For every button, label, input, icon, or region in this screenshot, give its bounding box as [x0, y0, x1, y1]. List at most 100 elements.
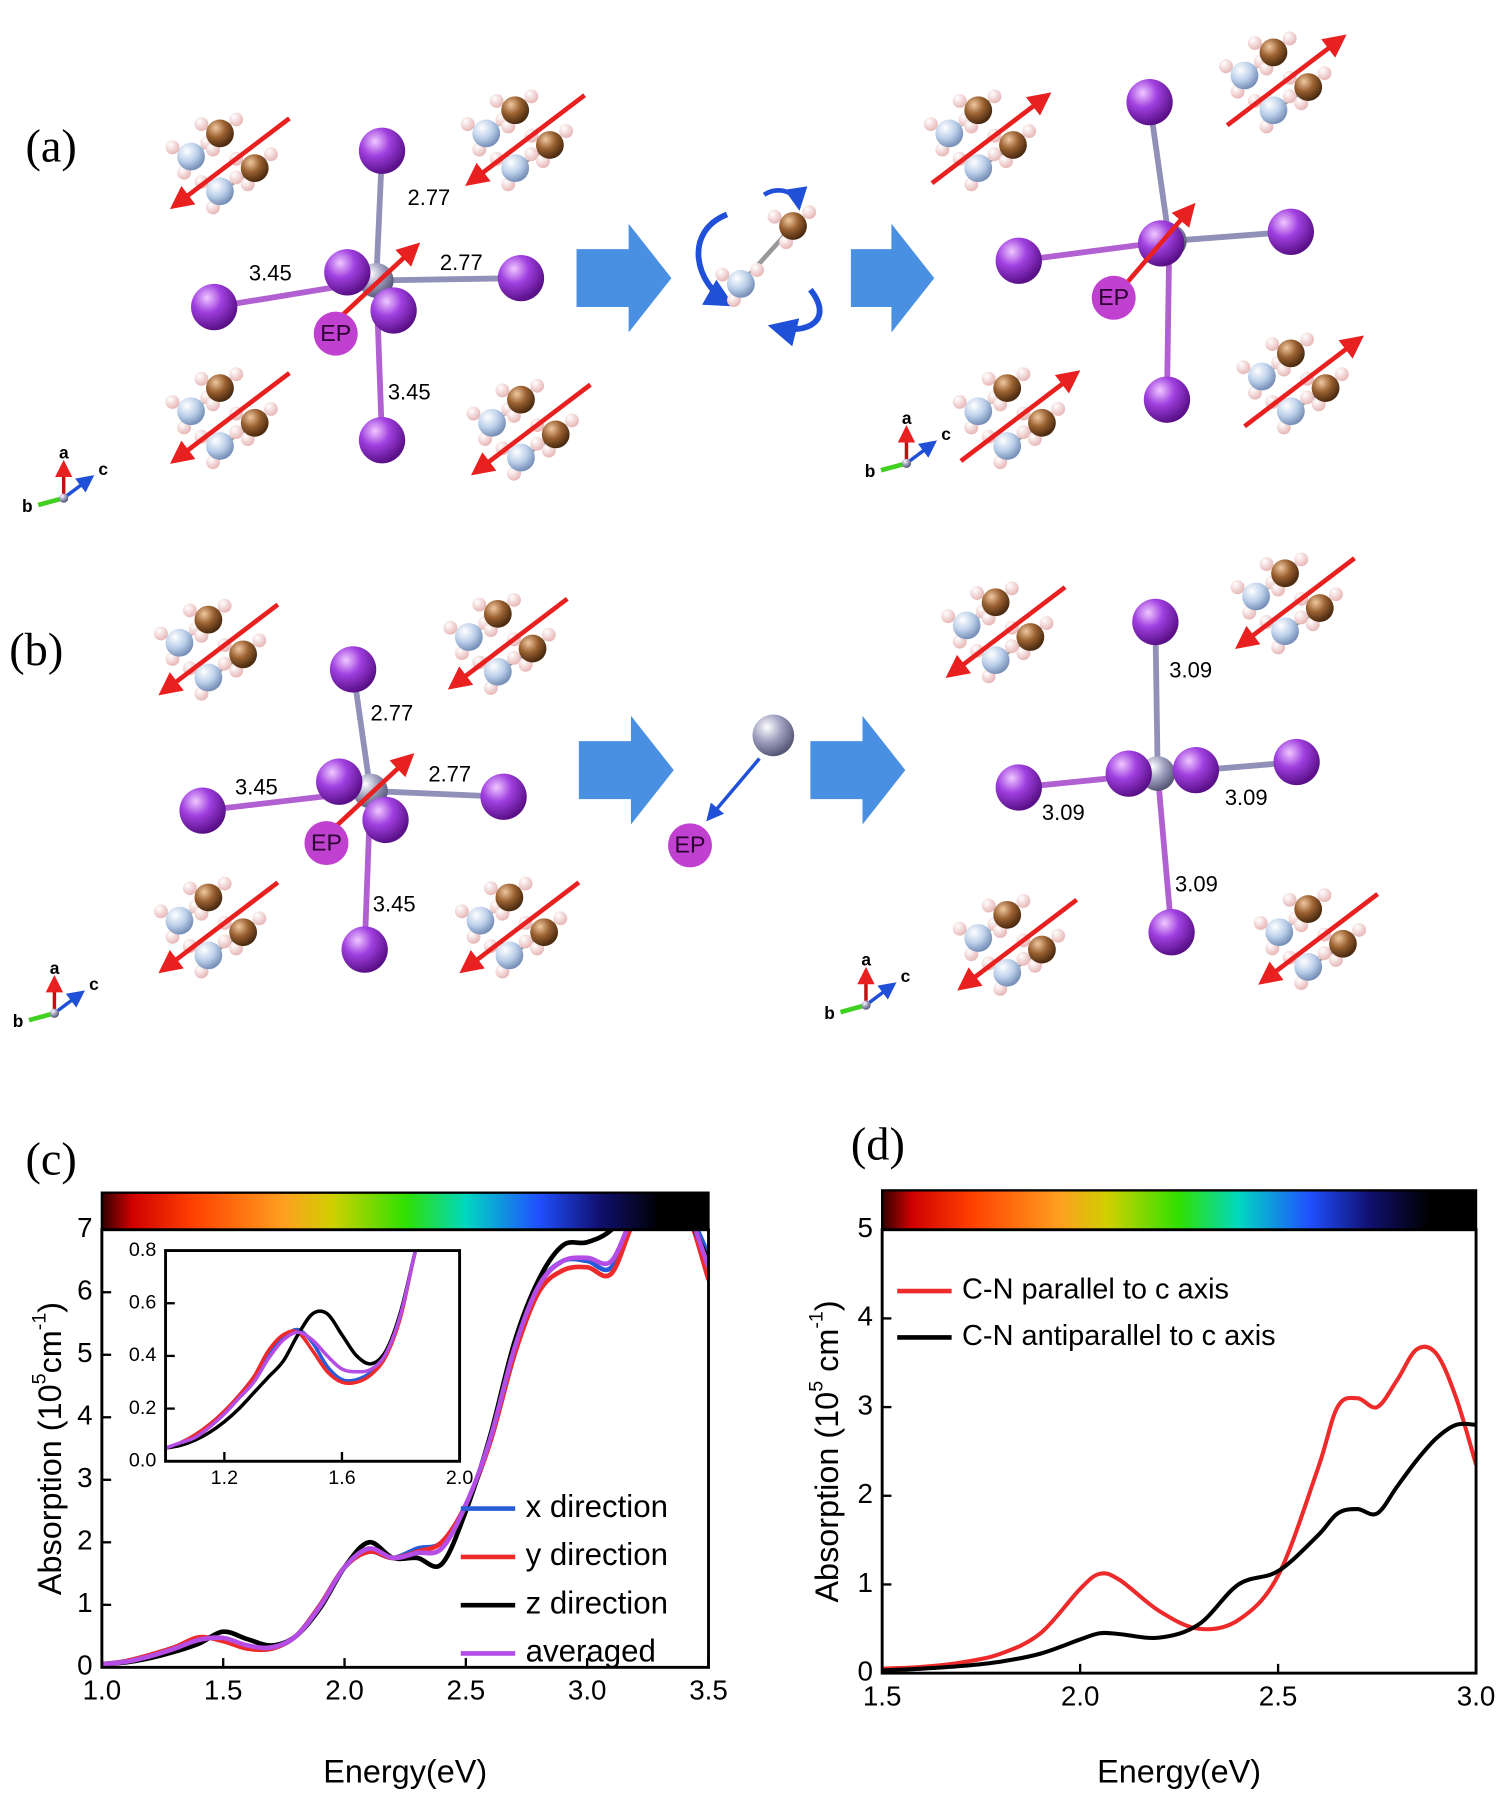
chart: (d) 1.5 2.0 2.5 3.0 0 1 2 3 4 5 Energy(eV) Absorptio…	[806, 1119, 1496, 1789]
iodine	[329, 646, 377, 693]
carbon	[1329, 929, 1357, 958]
carbon	[1271, 559, 1299, 588]
carbon	[194, 883, 223, 912]
dipole-arrow	[959, 370, 1081, 463]
ep-label: EP	[1098, 284, 1129, 310]
data-line	[882, 1344, 1477, 1671]
iodine	[1148, 909, 1195, 956]
panel-label: (b)	[9, 625, 63, 676]
ep-label: EP	[320, 320, 351, 346]
hydrogen	[1294, 552, 1309, 567]
nitrogen	[472, 119, 501, 148]
nitrogen	[194, 941, 223, 970]
dipole-arrow	[930, 92, 1052, 186]
iodine	[324, 249, 371, 296]
hydrogen	[1317, 888, 1332, 903]
hydrogen	[495, 383, 510, 398]
hydrogen	[1004, 581, 1019, 596]
hydrogen	[1282, 31, 1297, 46]
iodine	[1105, 750, 1152, 797]
hydrogen	[1016, 951, 1031, 966]
hydrogen	[153, 904, 168, 919]
y-axis-label-part: -1	[806, 1311, 828, 1329]
y-tick-label: 5	[77, 1337, 92, 1368]
hydrogen	[182, 603, 197, 618]
nitrogen	[454, 623, 483, 651]
hydrogen	[1259, 557, 1274, 572]
axis-label: c	[89, 974, 99, 994]
axis-label: c	[901, 966, 911, 986]
dipole-arrow	[1258, 892, 1380, 985]
nitrogen	[1276, 397, 1305, 426]
x-tick-label: 3.5	[689, 1675, 728, 1706]
carbon	[1311, 374, 1340, 402]
nitrogen	[165, 906, 194, 935]
y-axis-label: Absorption (105 cm-1)	[806, 1300, 845, 1602]
legend-label: C-N parallel to c axis	[962, 1274, 1229, 1306]
bond	[1146, 101, 1173, 242]
hydrogen	[981, 371, 996, 386]
y-axis-label-part: )	[32, 1302, 68, 1313]
hydrogen	[229, 425, 244, 440]
iodine	[341, 926, 388, 973]
origin	[49, 1008, 60, 1018]
hydrogen	[1016, 425, 1031, 440]
y-tick-label: 6	[77, 1275, 92, 1306]
structures: (a) (b) 2.77 3.45 2.77 3.45 EP a b c EP a b c 2.77 3.…	[9, 31, 1380, 1031]
bond	[1164, 241, 1173, 400]
carbon	[541, 420, 570, 449]
hydrogen	[530, 436, 545, 451]
nitrogen	[507, 443, 535, 472]
hydrogen	[263, 401, 278, 416]
nitrogen	[206, 177, 234, 206]
iodine	[1143, 376, 1191, 423]
iodine	[358, 417, 406, 464]
plot-area	[165, 1250, 460, 1462]
carbon	[518, 634, 547, 663]
carbon	[229, 640, 258, 669]
dipole-arrow	[465, 93, 587, 186]
hydrogen	[507, 593, 521, 607]
carbon	[530, 918, 559, 947]
axis-arrow	[864, 982, 897, 1007]
hydrogen	[1219, 59, 1233, 74]
bond-length: 3.45	[388, 380, 431, 405]
dipole-arrow	[957, 897, 1079, 991]
hydrogen	[987, 147, 1002, 162]
origin	[59, 493, 69, 503]
nitrogen	[935, 119, 964, 148]
nitrogen	[993, 958, 1022, 987]
carbon	[993, 374, 1022, 402]
nitrogen	[483, 657, 512, 686]
bond	[376, 275, 522, 284]
carbon	[1294, 895, 1323, 923]
y-tick-label: 4	[77, 1400, 92, 1431]
carbon	[981, 588, 1010, 617]
bond-length: 3.09	[1042, 800, 1085, 825]
color-bar	[100, 1191, 710, 1231]
series-group	[165, 1250, 418, 1450]
dipole-arrow	[470, 382, 592, 476]
hydrogen	[252, 911, 267, 926]
hydrogen	[1051, 401, 1066, 416]
iodine	[179, 787, 226, 834]
nitrogen	[1265, 918, 1294, 947]
hydrogen	[767, 209, 782, 224]
axis-arrow	[53, 990, 85, 1015]
carbon	[507, 385, 535, 414]
iodine	[480, 773, 527, 820]
nitrogen	[194, 663, 223, 692]
nitrogen	[1230, 61, 1259, 90]
legend-label: x direction	[526, 1489, 668, 1524]
hydrogen	[466, 406, 481, 421]
nitrogen	[495, 941, 524, 970]
process-arrow	[850, 223, 935, 333]
y-tick-label: 3	[857, 1389, 872, 1420]
axis-label: b	[824, 1003, 835, 1023]
carbon	[536, 131, 564, 159]
iodine	[497, 254, 545, 302]
hydrogen	[952, 921, 967, 936]
hydrogen	[483, 881, 498, 896]
hydrogen	[1247, 36, 1262, 51]
